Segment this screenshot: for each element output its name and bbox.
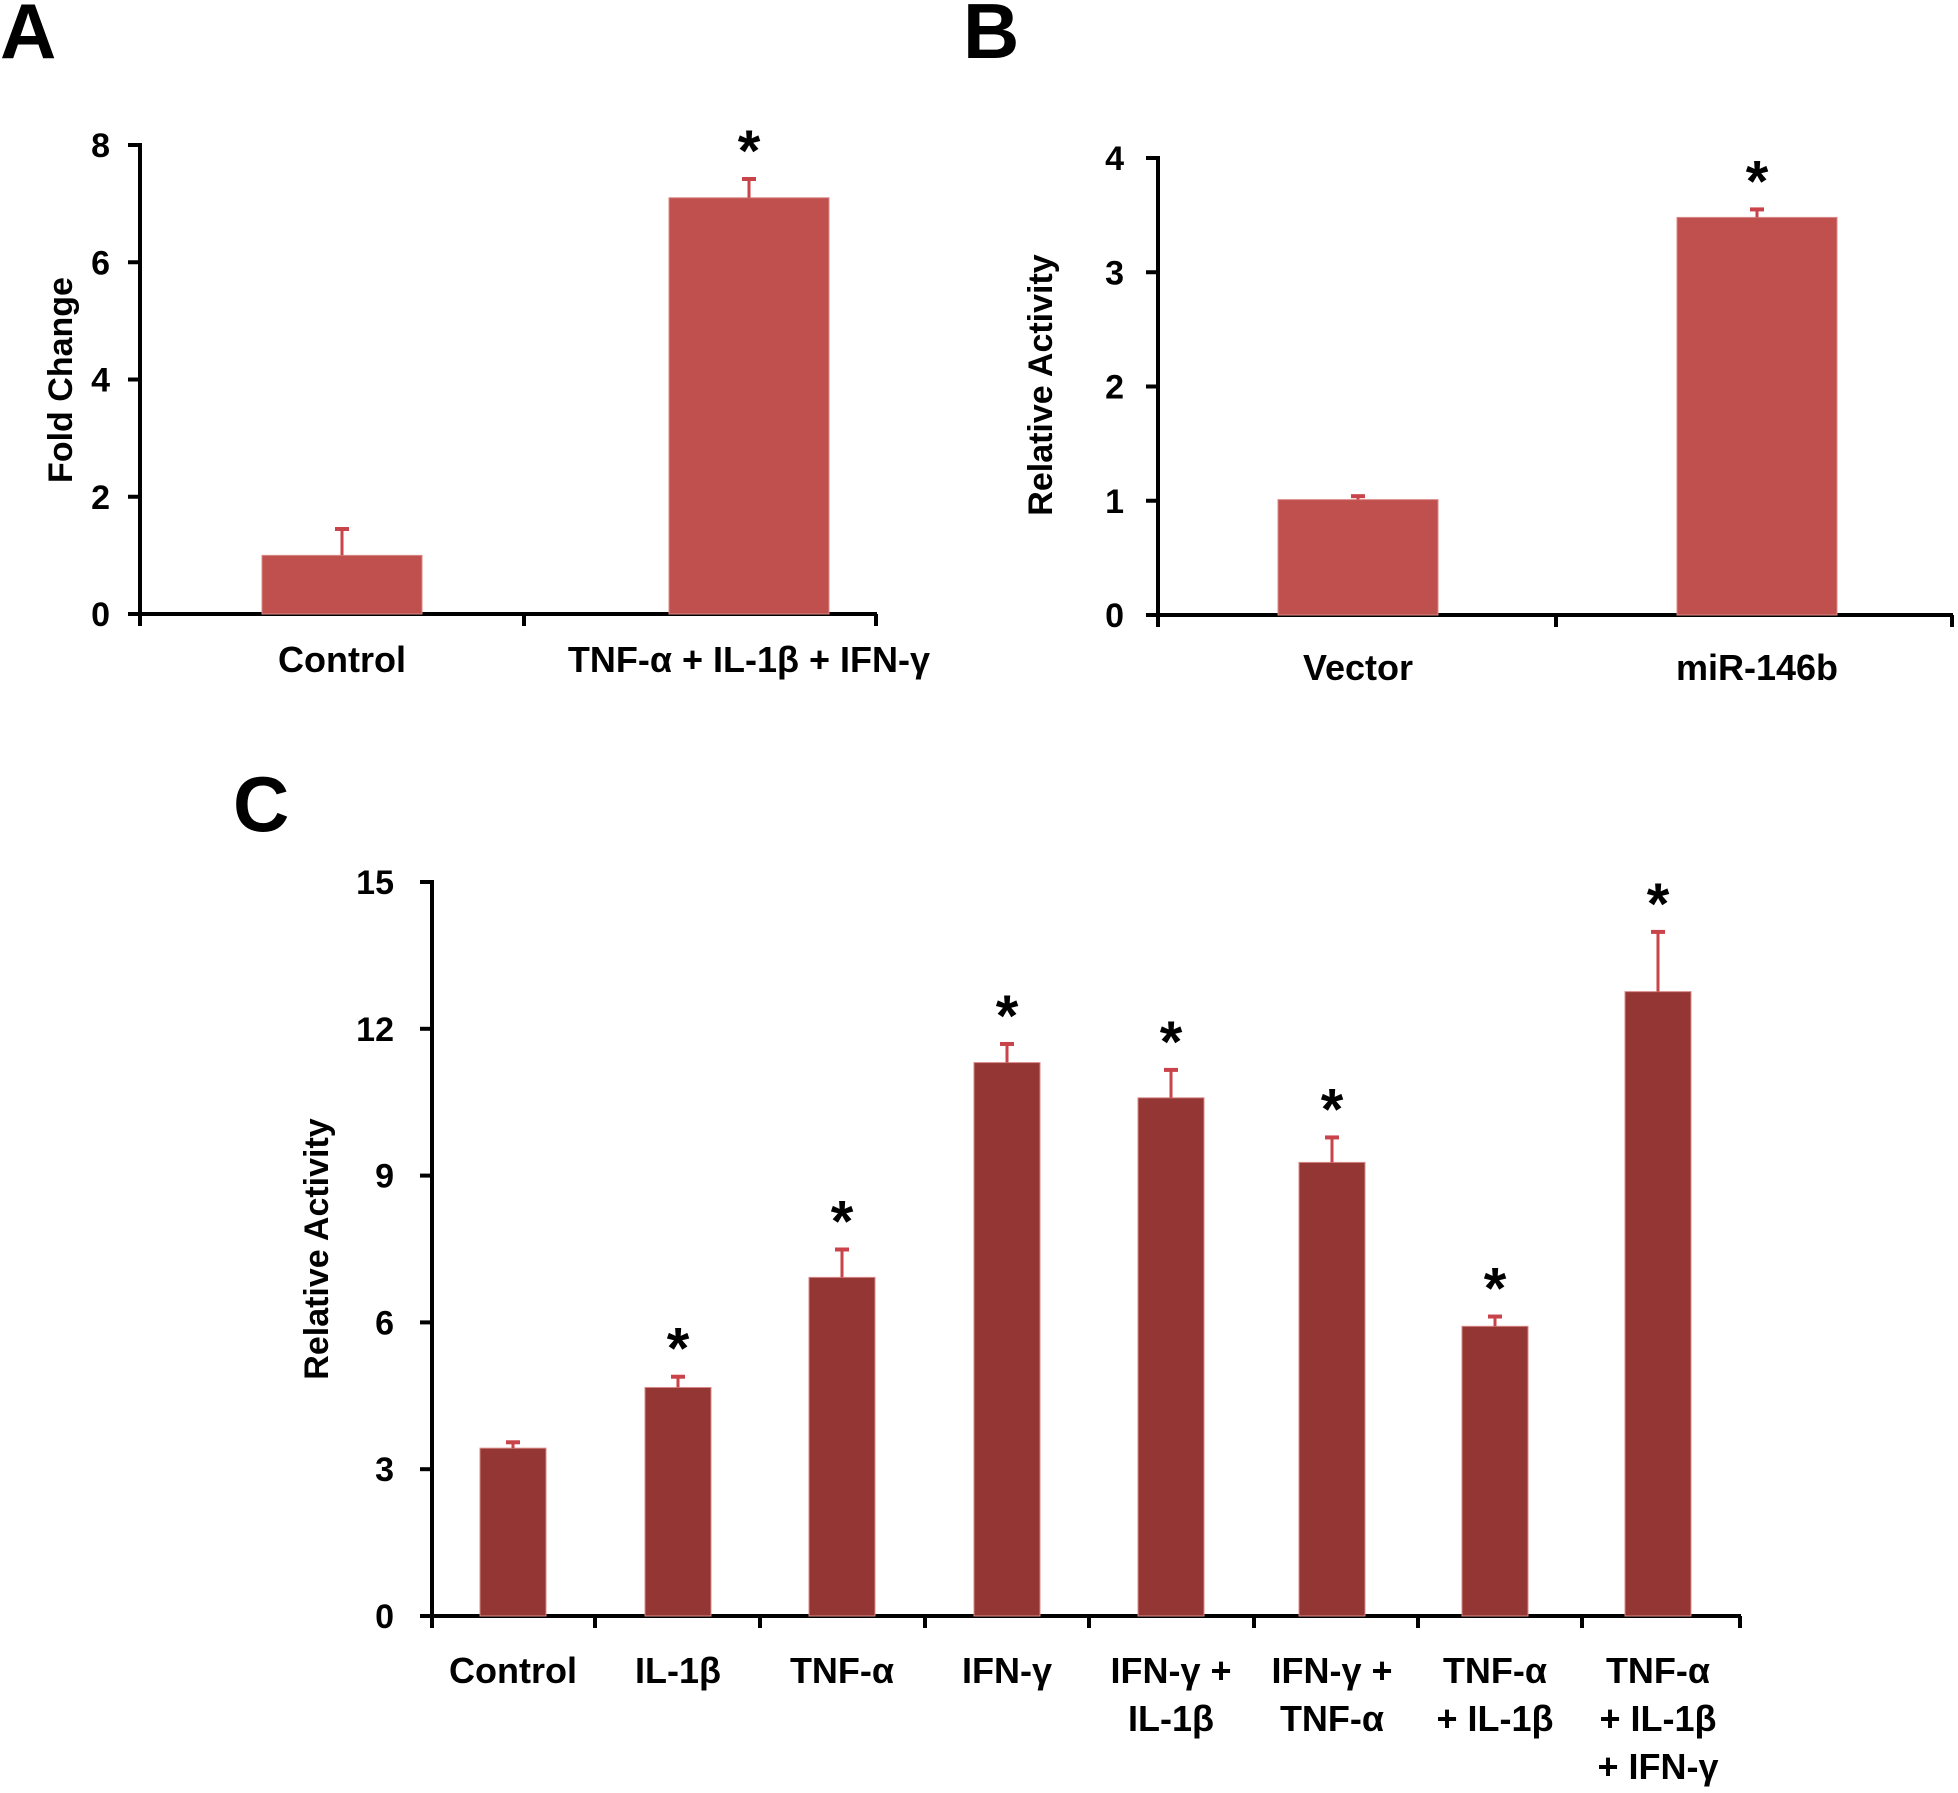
x-category-label: Control <box>449 1650 577 1691</box>
bar <box>479 1447 547 1617</box>
x-category-label: TNF-α <box>1280 1698 1384 1739</box>
x-category-label: TNF-α <box>1606 1650 1710 1691</box>
x-category-label: IL-1β <box>1128 1698 1214 1739</box>
panel-a-chart: 0 2 4 6 8 Fold Change Control * TNF-α + IL-1β + … <box>42 119 930 680</box>
x-category-label: IFN-γ <box>962 1650 1052 1691</box>
significance-star: * <box>831 1189 854 1254</box>
x-category-label: miR-146b <box>1676 647 1838 688</box>
bar <box>1676 216 1838 616</box>
y-tick-label: 2 <box>1105 369 1124 407</box>
bar <box>644 1386 712 1617</box>
y-tick-label: 2 <box>91 479 110 517</box>
bar <box>1298 1161 1366 1617</box>
x-category-label: + IL-1β <box>1600 1698 1717 1739</box>
y-tick-label: 4 <box>91 362 110 400</box>
bar <box>668 197 830 615</box>
significance-star: * <box>1160 1010 1183 1075</box>
significance-star: * <box>1647 872 1670 937</box>
x-category-label: TNF-α <box>1443 1650 1547 1691</box>
y-tick-label: 0 <box>1105 597 1124 635</box>
x-category-label: + IFN-γ <box>1597 1746 1718 1787</box>
x-category-label: + IL-1β <box>1437 1698 1554 1739</box>
significance-star: * <box>667 1317 690 1382</box>
bar <box>808 1276 876 1617</box>
x-category-label: IFN-γ + <box>1271 1650 1392 1691</box>
bar <box>1624 991 1692 1617</box>
bar <box>973 1062 1041 1617</box>
y-axis-title: Relative Activity <box>298 1118 336 1379</box>
y-axis-title: Relative Activity <box>1022 254 1060 515</box>
x-category-label: TNF-α + IL-1β + IFN-γ <box>568 639 930 680</box>
x-category-label: TNF-α <box>790 1650 894 1691</box>
x-category-label: Control <box>278 639 406 680</box>
significance-star: * <box>1321 1077 1344 1142</box>
x-category-label: IL-1β <box>635 1650 721 1691</box>
y-tick-label: 4 <box>1105 140 1124 178</box>
y-tick-label: 0 <box>375 1598 394 1636</box>
y-tick-label: 6 <box>375 1304 394 1342</box>
bar <box>1277 499 1439 616</box>
y-tick-label: 15 <box>356 864 394 902</box>
bar <box>1461 1325 1529 1617</box>
y-tick-label: 12 <box>356 1011 394 1049</box>
panel-c-chart: 0 3 6 9 12 15 Relative Activity Control * IL-1β * T… <box>298 864 1742 1787</box>
x-category-label: IFN-γ + <box>1110 1650 1231 1691</box>
significance-star: * <box>1484 1257 1507 1322</box>
panel-b-chart: 0 1 2 3 4 Relative Activity Vector * miR-146b <box>1022 140 1954 688</box>
y-axis-title: Fold Change <box>42 277 80 483</box>
significance-star: * <box>996 984 1019 1049</box>
significance-star: * <box>738 119 761 184</box>
y-tick-label: 0 <box>91 596 110 634</box>
y-tick-label: 8 <box>91 127 110 165</box>
y-tick-label: 6 <box>91 244 110 282</box>
panel-letter-c: C <box>233 760 289 848</box>
y-tick-label: 9 <box>375 1158 394 1196</box>
panel-letter-b: B <box>963 0 1019 75</box>
y-tick-label: 3 <box>1105 254 1124 292</box>
y-tick-label: 1 <box>1105 483 1124 521</box>
x-category-label: Vector <box>1303 647 1413 688</box>
panel-letter-a: A <box>0 0 56 75</box>
bar <box>1137 1097 1205 1617</box>
y-tick-label: 3 <box>375 1451 394 1489</box>
significance-star: * <box>1746 149 1769 214</box>
bar <box>261 554 423 615</box>
